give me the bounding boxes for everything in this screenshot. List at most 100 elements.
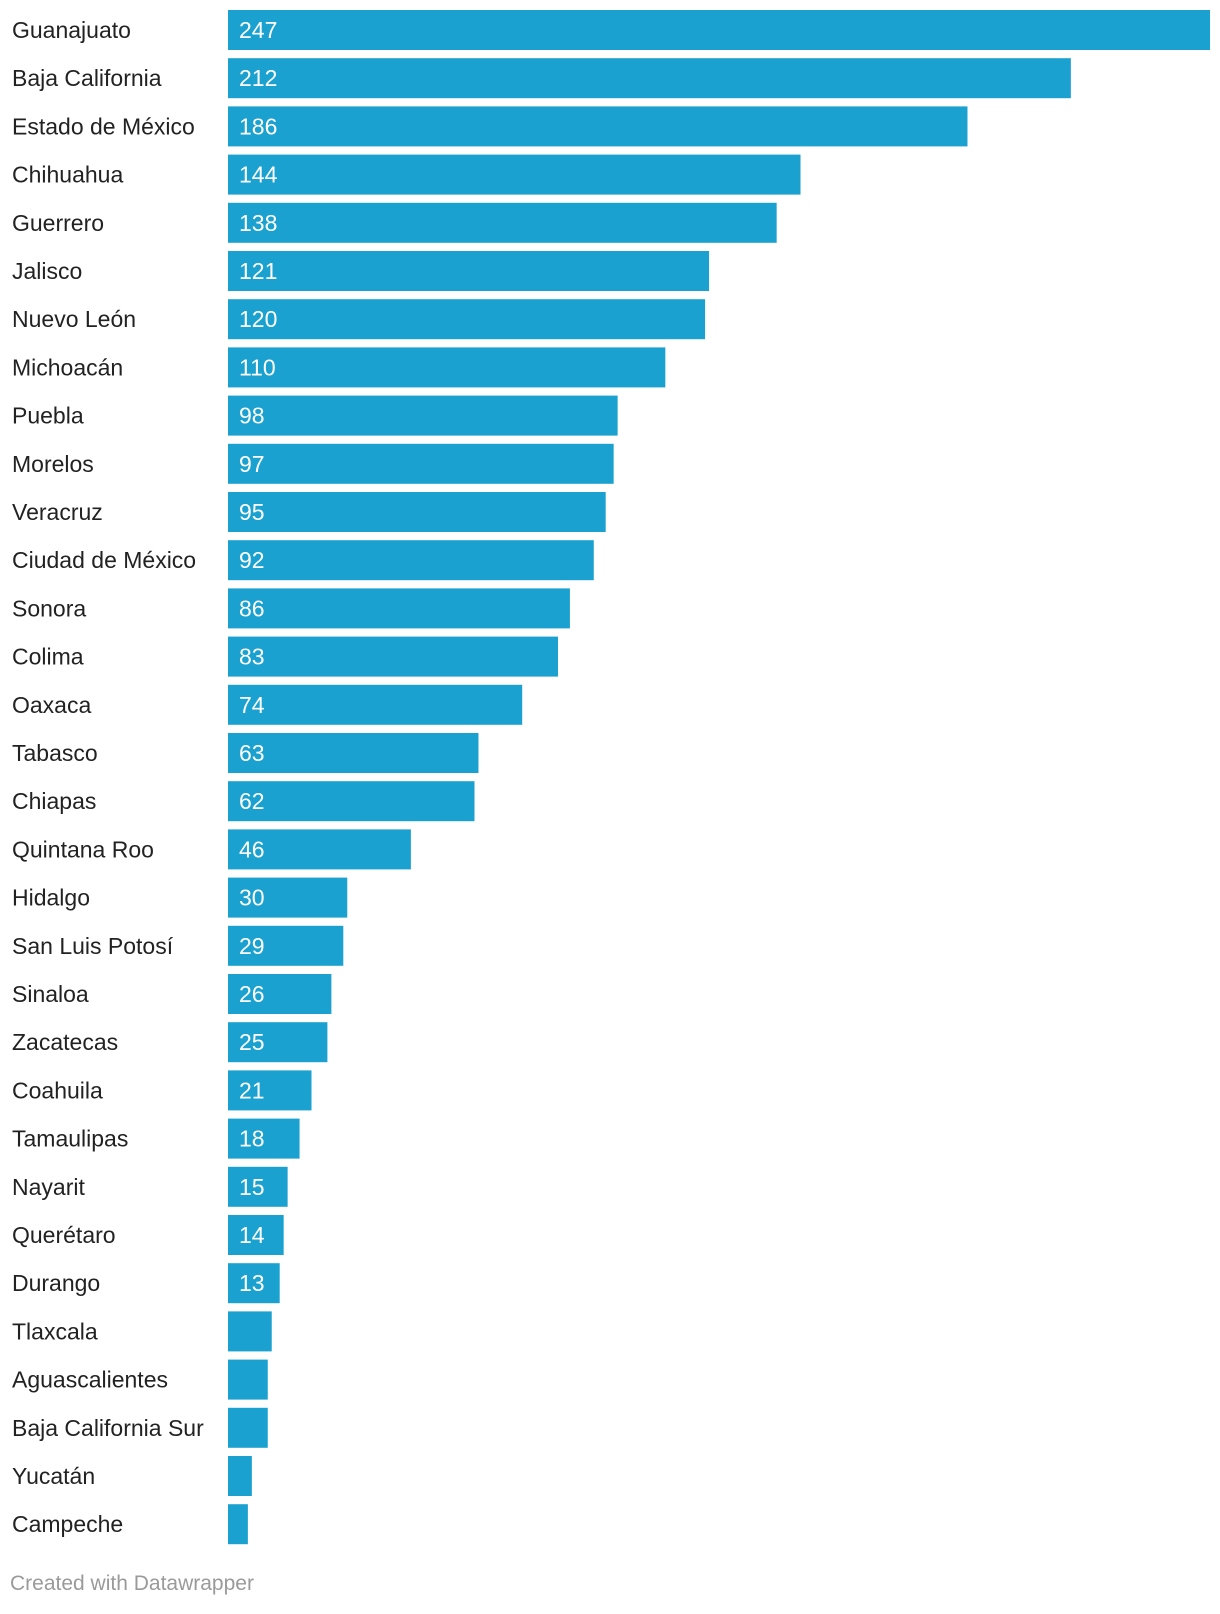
bar-row: Zacatecas 25 [12,1022,328,1063]
bar[interactable] [228,1456,252,1496]
category-label: Zacatecas [12,1029,118,1055]
bar-row: Morelos 97 [12,443,614,484]
value-label: 83 [239,644,265,670]
value-label: 121 [239,258,277,284]
bar-row: Tabasco 63 [12,733,479,773]
category-label: Jalisco [12,258,82,284]
bar[interactable] [228,684,523,725]
category-label: Sonora [12,595,86,621]
value-label: 95 [239,499,265,525]
category-label: Tlaxcala [12,1318,98,1344]
category-label: Guanajuato [12,17,131,43]
bar[interactable] [228,1504,248,1545]
bar-row: Jalisco 121 [12,251,710,291]
value-label: 46 [239,836,265,862]
bar[interactable] [228,974,332,1014]
value-label: 14 [239,1222,265,1248]
bar-chart: Guanajuato 247 Baja California 212 Estado de… [12,10,1210,1545]
bar-row: Ciudad de México 92 [12,540,594,581]
bar[interactable] [228,1311,272,1352]
bar[interactable] [228,1407,268,1448]
category-label: Estado de México [12,113,195,139]
bar-row: Tlaxcala [12,1311,272,1352]
bar-row: Coahuila 21 [12,1070,312,1111]
bar-row: Nayarit 15 [12,1166,288,1207]
bar-row: Veracruz 95 [12,492,606,532]
bar[interactable] [228,540,594,581]
value-label: 186 [239,113,277,139]
bar-row: Baja California 212 [12,58,1071,99]
bar[interactable] [228,1118,300,1159]
value-label: 62 [239,788,265,814]
bar[interactable] [228,636,558,677]
bar[interactable] [228,299,706,340]
bar[interactable] [228,443,614,484]
category-label: San Luis Potosí [12,933,174,959]
category-label: Hidalgo [12,885,90,911]
bar-row: Estado de México 186 [12,106,968,147]
value-label: 15 [239,1174,265,1200]
category-label: Tabasco [12,740,98,766]
value-label: 26 [239,981,265,1007]
bar-row: Yucatán [12,1456,252,1496]
bar[interactable] [228,1166,288,1207]
bar-row: Durango 13 [12,1263,280,1304]
bar-row: San Luis Potosí 29 [12,925,344,966]
bar-row: Campeche [12,1504,248,1545]
bar[interactable] [228,1359,268,1400]
bar[interactable] [228,1070,312,1111]
category-label: Baja California Sur [12,1415,204,1441]
bar[interactable] [228,202,777,243]
bar[interactable] [228,154,801,195]
bar-row: Colima 83 [12,636,558,677]
category-label: Puebla [12,403,84,429]
bar[interactable] [228,588,570,629]
bar[interactable] [228,781,475,822]
bar[interactable] [228,877,348,918]
bar-row: Chiapas 62 [12,781,475,822]
bar[interactable] [228,925,344,966]
category-label: Baja California [12,65,162,91]
bar-row: Tamaulipas 18 [12,1118,300,1159]
value-label: 110 [239,354,276,380]
bar[interactable] [228,1263,280,1304]
category-label: Chihuahua [12,162,123,188]
bar-row: Sonora 86 [12,588,570,629]
bar-row: Chihuahua 144 [12,154,801,195]
category-label: Morelos [12,451,94,477]
category-label: Quintana Roo [12,836,154,862]
bar[interactable] [228,829,411,870]
value-label: 212 [239,65,277,91]
bar[interactable] [228,733,479,773]
bar[interactable] [228,58,1071,99]
bar[interactable] [228,10,1210,50]
category-label: Coahuila [12,1077,103,1103]
bar[interactable] [228,1215,284,1255]
value-label: 74 [239,692,265,718]
category-label: Sinaloa [12,981,89,1007]
bar[interactable] [228,1022,328,1063]
bar[interactable] [228,106,968,147]
category-label: Guerrero [12,210,104,236]
category-label: Yucatán [12,1463,95,1489]
bar[interactable] [228,251,710,291]
category-label: Campeche [12,1511,123,1537]
value-label: 21 [239,1077,265,1103]
bar-row: Guerrero 138 [12,202,777,243]
value-label: 13 [239,1270,265,1296]
category-label: Durango [12,1270,100,1296]
bar-chart-svg: Guanajuato 247 Baja California 212 Estado de… [12,10,1210,1545]
category-label: Michoacán [12,354,123,380]
category-label: Aguascalientes [12,1367,168,1393]
footer-credit[interactable]: Created with Datawrapper [10,1572,254,1595]
bar-row: Baja California Sur [12,1407,268,1448]
category-label: Ciudad de México [12,547,196,573]
bar[interactable] [228,347,666,388]
bar[interactable] [228,395,618,436]
bar-row: Oaxaca 74 [12,684,523,725]
category-label: Querétaro [12,1222,116,1248]
category-label: Oaxaca [12,692,91,718]
bar[interactable] [228,492,606,532]
value-label: 30 [239,885,265,911]
value-label: 144 [239,162,278,188]
